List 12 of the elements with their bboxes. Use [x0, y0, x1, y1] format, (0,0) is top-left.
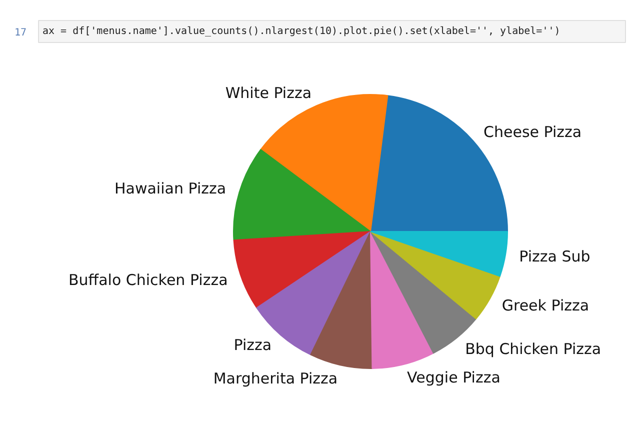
slice-label: Pizza Sub [519, 247, 590, 266]
slice-label: Margherita Pizza [213, 370, 338, 388]
slice-label: Bbq Chicken Pizza [465, 340, 602, 358]
slice-label: Cheese Pizza [484, 122, 582, 141]
text: ax = df['menus.name'].value_counts().nlargest(10).plot.pie().set(xlabel='', ylabel='') [42, 26, 560, 37]
slice-label: Greek Pizza [502, 296, 590, 314]
slice-label: Veggie Pizza [407, 368, 500, 387]
slice-label: Buffalo Chicken Pizza [68, 270, 228, 289]
text: 17 [14, 28, 27, 38]
slice-label: Pizza [234, 336, 272, 354]
slice-label: White Pizza [225, 84, 312, 102]
slice-label: Hawaiian Pizza [114, 180, 226, 198]
